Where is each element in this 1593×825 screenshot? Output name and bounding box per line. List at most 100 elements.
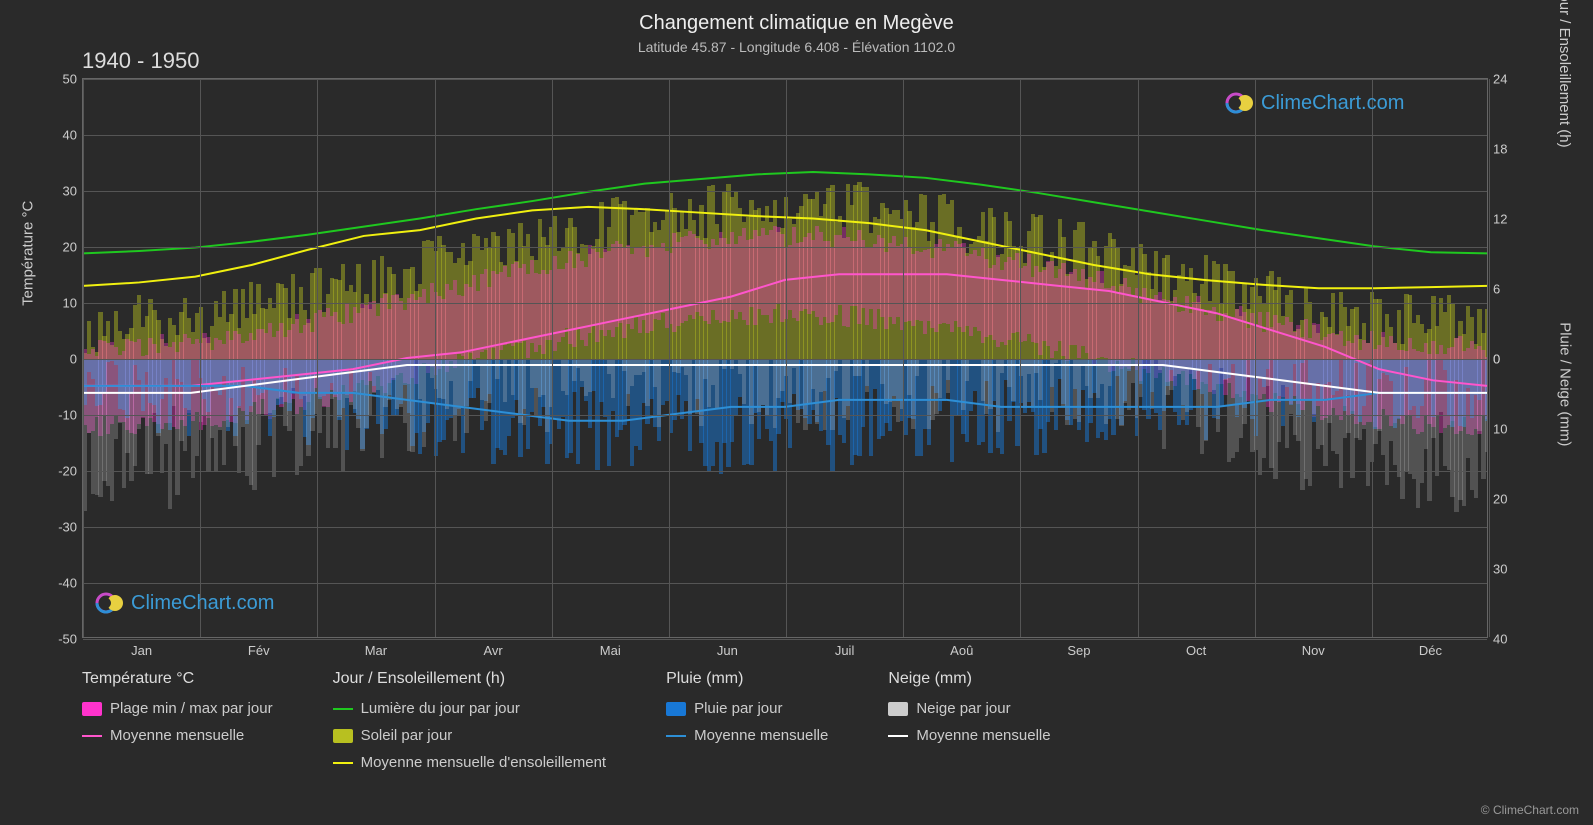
left-tick-label: -20 bbox=[58, 464, 83, 479]
grid-line bbox=[1372, 79, 1373, 637]
month-label: Déc bbox=[1419, 637, 1442, 658]
right-bottom-tick-label: 10 bbox=[1487, 422, 1507, 437]
legend-header: Neige (mm) bbox=[888, 670, 1050, 688]
grid-line bbox=[83, 471, 1487, 472]
watermark-text: ClimeChart.com bbox=[131, 592, 274, 615]
line-series-layer bbox=[83, 79, 1487, 637]
legend-label: Pluie par jour bbox=[694, 700, 782, 717]
left-tick-label: -40 bbox=[58, 576, 83, 591]
month-label: Avr bbox=[483, 637, 502, 658]
legend-item-temp-avg: Moyenne mensuelle bbox=[82, 727, 273, 744]
chart-subtitle: Latitude 45.87 - Longitude 6.408 - Éléva… bbox=[0, 35, 1593, 55]
grid-line bbox=[317, 79, 318, 637]
legend-col-daylight: Jour / Ensoleillement (h) Lumière du jou… bbox=[333, 670, 607, 771]
grid-line bbox=[83, 527, 1487, 528]
month-label: Nov bbox=[1302, 637, 1325, 658]
legend-item-snow-avg: Moyenne mensuelle bbox=[888, 727, 1050, 744]
right-top-tick-label: 12 bbox=[1487, 212, 1507, 227]
month-label: Mai bbox=[600, 637, 621, 658]
legend-item-daylight: Lumière du jour par jour bbox=[333, 700, 607, 717]
grid-line bbox=[786, 79, 787, 637]
legend-item-sun-daily: Soleil par jour bbox=[333, 727, 607, 744]
left-tick-label: -10 bbox=[58, 408, 83, 423]
climate-chart: Changement climatique en Megève Latitude… bbox=[0, 0, 1593, 825]
left-tick-label: 50 bbox=[63, 72, 83, 87]
plot-area: -50-40-30-20-100102030405006121824010203… bbox=[82, 78, 1488, 638]
right-bottom-axis-title: Pluie / Neige (mm) bbox=[1557, 322, 1574, 446]
left-tick-label: 40 bbox=[63, 128, 83, 143]
grid-line bbox=[83, 359, 1487, 360]
left-tick-label: 30 bbox=[63, 184, 83, 199]
watermark-text: ClimeChart.com bbox=[1261, 92, 1404, 115]
legend-label: Lumière du jour par jour bbox=[361, 700, 520, 717]
swatch-line-icon bbox=[888, 735, 908, 737]
legend-item-snow-daily: Neige par jour bbox=[888, 700, 1050, 717]
grid-line bbox=[1020, 79, 1021, 637]
grid-line bbox=[83, 639, 1487, 640]
legend-col-snow: Neige (mm) Neige par jour Moyenne mensue… bbox=[888, 670, 1050, 771]
legend-header: Température °C bbox=[82, 670, 273, 688]
swatch-line-icon bbox=[666, 735, 686, 737]
grid-line bbox=[83, 79, 84, 637]
legend-item-rain-daily: Pluie par jour bbox=[666, 700, 828, 717]
left-tick-label: -30 bbox=[58, 520, 83, 535]
grid-line bbox=[435, 79, 436, 637]
swatch-line-icon bbox=[82, 735, 102, 737]
swatch-icon bbox=[82, 702, 102, 716]
legend-header: Pluie (mm) bbox=[666, 670, 828, 688]
legend-label: Plage min / max par jour bbox=[110, 700, 273, 717]
series-line bbox=[83, 172, 1487, 253]
grid-line bbox=[83, 303, 1487, 304]
legend-item-temp-range: Plage min / max par jour bbox=[82, 700, 273, 717]
year-range-label: 1940 - 1950 bbox=[82, 48, 199, 74]
grid-line bbox=[903, 79, 904, 637]
grid-line bbox=[200, 79, 201, 637]
right-top-tick-label: 24 bbox=[1487, 72, 1507, 87]
legend-label: Neige par jour bbox=[916, 700, 1010, 717]
right-top-tick-label: 18 bbox=[1487, 142, 1507, 157]
grid-line bbox=[552, 79, 553, 637]
month-label: Jan bbox=[131, 637, 152, 658]
watermark: ClimeChart.com bbox=[95, 588, 274, 618]
right-top-axis-title: Jour / Ensoleillement (h) bbox=[1557, 0, 1574, 148]
legend-label: Moyenne mensuelle d'ensoleillement bbox=[361, 754, 607, 771]
legend-label: Moyenne mensuelle bbox=[916, 727, 1050, 744]
logo-icon bbox=[95, 588, 125, 618]
month-label: Fév bbox=[248, 637, 270, 658]
swatch-icon bbox=[333, 729, 353, 743]
legend: Température °C Plage min / max par jour … bbox=[82, 670, 1493, 771]
grid-line bbox=[1138, 79, 1139, 637]
legend-col-temperature: Température °C Plage min / max par jour … bbox=[82, 670, 273, 771]
grid-line bbox=[669, 79, 670, 637]
left-tick-label: 10 bbox=[63, 296, 83, 311]
watermark: ClimeChart.com bbox=[1225, 88, 1404, 118]
swatch-icon bbox=[888, 702, 908, 716]
month-label: Jun bbox=[717, 637, 738, 658]
right-bottom-tick-label: 20 bbox=[1487, 492, 1507, 507]
month-label: Sep bbox=[1067, 637, 1090, 658]
month-label: Aoû bbox=[950, 637, 973, 658]
swatch-line-icon bbox=[333, 762, 353, 764]
grid-line bbox=[1255, 79, 1256, 637]
legend-label: Moyenne mensuelle bbox=[110, 727, 244, 744]
right-bottom-tick-label: 40 bbox=[1487, 632, 1507, 647]
month-label: Mar bbox=[365, 637, 387, 658]
copyright-label: © ClimeChart.com bbox=[1481, 803, 1579, 817]
legend-item-sun-avg: Moyenne mensuelle d'ensoleillement bbox=[333, 754, 607, 771]
month-label: Juil bbox=[835, 637, 855, 658]
grid-line bbox=[83, 415, 1487, 416]
series-line bbox=[83, 365, 1487, 393]
logo-icon bbox=[1225, 88, 1255, 118]
left-axis-title: Température °C bbox=[20, 201, 37, 306]
left-tick-label: 0 bbox=[70, 352, 83, 367]
left-tick-label: -50 bbox=[58, 632, 83, 647]
legend-label: Moyenne mensuelle bbox=[694, 727, 828, 744]
grid-line bbox=[83, 247, 1487, 248]
series-line bbox=[83, 274, 1487, 386]
legend-header: Jour / Ensoleillement (h) bbox=[333, 670, 607, 688]
legend-item-rain-avg: Moyenne mensuelle bbox=[666, 727, 828, 744]
swatch-line-icon bbox=[333, 708, 353, 710]
legend-label: Soleil par jour bbox=[361, 727, 453, 744]
swatch-icon bbox=[666, 702, 686, 716]
left-tick-label: 20 bbox=[63, 240, 83, 255]
